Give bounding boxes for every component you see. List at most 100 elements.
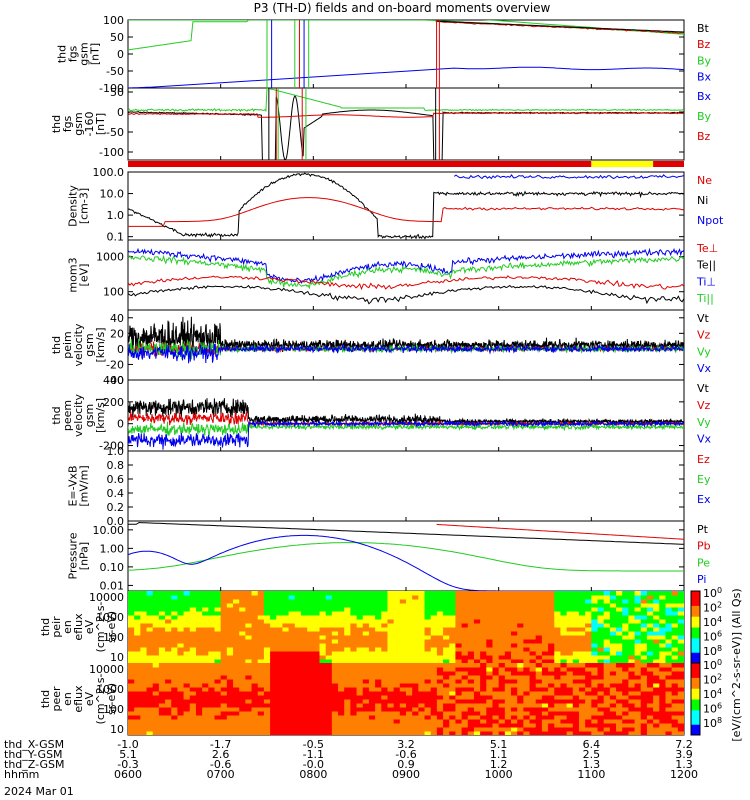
spectrogram-cell (560, 723, 568, 728)
spectrogram-cell (226, 683, 234, 688)
spectrogram-cell (307, 599, 314, 604)
spectrogram-cell (449, 599, 456, 604)
spectrogram-cell (177, 603, 185, 608)
spectrogram-cell (535, 667, 543, 672)
spectrogram-cell (152, 603, 160, 608)
spectrogram-cell (480, 603, 487, 608)
spectrogram-cell (449, 695, 456, 700)
spectrogram-cell (208, 675, 215, 680)
spectrogram-cell (276, 623, 283, 628)
spectrogram-cell (165, 711, 172, 716)
te-par-line-line (128, 284, 684, 305)
spectrogram-cell (128, 615, 135, 620)
spectrogram-cell (171, 659, 178, 663)
spectrogram-cell (640, 727, 648, 732)
spectrogram-cell (158, 715, 166, 720)
spectrogram-cell (634, 615, 642, 620)
spectrogram-cell (646, 707, 654, 712)
spectrogram-cell (387, 595, 395, 600)
spectrogram-cell (362, 651, 370, 656)
spectrogram-cell (541, 719, 549, 724)
spectrogram-cell (646, 611, 654, 616)
spectrogram-cell (239, 615, 246, 620)
spectrogram-cell (375, 703, 382, 708)
time-axis-value: -0.6 (395, 748, 416, 761)
colorbar-cell (691, 733, 700, 736)
spectrogram-cell (177, 731, 185, 735)
spectrogram-cell (473, 639, 481, 644)
spectrogram-cell (245, 635, 253, 640)
spectrogram-cell (455, 675, 463, 680)
spectrogram-cell (171, 731, 178, 735)
spectrogram-cell (523, 711, 531, 716)
spectrogram-cell (646, 667, 654, 672)
spectrogram-cell (338, 639, 345, 644)
spectrogram-cell (535, 591, 543, 596)
spectrogram-cell (158, 663, 166, 668)
spectrogram-cell (300, 631, 308, 636)
spectrogram-cell (449, 659, 456, 663)
colorbar-cell (691, 637, 700, 641)
spectrogram-cell (368, 647, 376, 652)
spectrogram-cell (381, 703, 388, 708)
spectrogram-cell (251, 703, 259, 708)
spectrogram-cell (578, 695, 586, 700)
spectrogram-cell (177, 683, 185, 688)
spectrogram-cell (220, 727, 228, 732)
spectrogram-cell (146, 691, 154, 696)
spectrogram-cell (529, 659, 537, 663)
spectrogram-cell (591, 663, 599, 668)
spectrogram-cell (381, 711, 388, 716)
spectrogram-cell (492, 639, 500, 644)
fgs-gsm-ytick-label: -50 (106, 65, 124, 78)
bx-160-line (128, 95, 684, 160)
spectrogram-cell (548, 659, 555, 663)
colorbar-cell (691, 612, 700, 615)
spectrogram-cell (288, 623, 296, 628)
spectrogram-cell (257, 719, 265, 724)
spectrogram-cell (233, 611, 240, 616)
pt-line (128, 521, 684, 545)
spectrogram-cell (578, 619, 586, 624)
spectrogram-cell (362, 719, 370, 724)
spectrogram-cell (381, 731, 388, 735)
spectrogram-cell (399, 619, 407, 624)
spectrogram-cell (331, 619, 339, 624)
spectrogram-cell (560, 639, 568, 644)
spectrogram-cell (362, 655, 370, 660)
bz-line-line (435, 20, 684, 34)
spectrogram-cell (523, 643, 531, 648)
spectrogram-cell (177, 715, 185, 720)
colorbar-cell (691, 663, 700, 666)
spectrogram-cell (140, 731, 148, 735)
spectrogram-cell (597, 679, 605, 684)
spectrogram-cell (387, 707, 395, 712)
colorbar-cell (691, 627, 700, 630)
spectrogram-cell (356, 647, 364, 652)
spectrogram-cell (640, 659, 648, 663)
spectrogram-cell (214, 607, 222, 612)
spectrogram-cell (294, 635, 302, 640)
spectrogram-cell (603, 627, 611, 632)
spectrogram-cell (387, 723, 395, 728)
spectrogram-cell (233, 635, 240, 640)
spectrogram-cell (171, 627, 178, 632)
spectrogram-cell (603, 623, 611, 628)
spectrogram-cell (257, 723, 265, 728)
spectrogram-cell (313, 687, 321, 692)
spectrogram-cell (270, 655, 277, 660)
spectrogram-cell (195, 635, 203, 640)
peer-spectrogram-ylabel-line: peer (50, 686, 63, 712)
spectrogram-cell (412, 727, 419, 732)
spectrogram-cell (541, 707, 549, 712)
spectrogram-cell (171, 719, 178, 724)
spectrogram-cell (609, 615, 617, 620)
spectrogram-cell (634, 651, 642, 656)
spectrogram-cell (603, 635, 611, 640)
spectrogram-cell (436, 631, 444, 636)
spectrogram-cell (270, 663, 277, 668)
spectrogram-cell (350, 675, 358, 680)
pressure-frame (127, 520, 685, 592)
spectrogram-cell (535, 679, 543, 684)
spectrogram-cell (412, 691, 419, 696)
